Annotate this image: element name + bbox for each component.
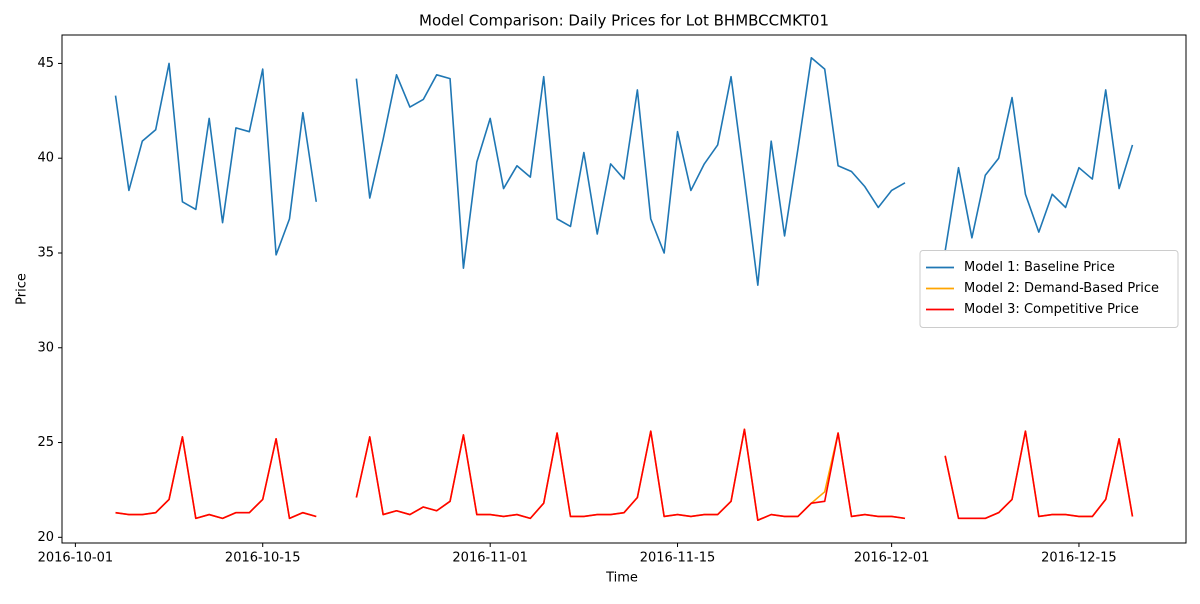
- x-tick-label: 2016-10-15: [225, 551, 301, 566]
- x-tick-label: 2016-10-01: [38, 551, 114, 566]
- x-tick-label: 2016-12-01: [854, 551, 930, 566]
- series-line: [115, 428, 1134, 522]
- y-tick-label: 30: [37, 340, 54, 355]
- y-tick-label: 20: [37, 530, 54, 545]
- y-tick-label: 25: [37, 435, 54, 450]
- series-line: [114, 56, 1134, 287]
- legend-label: Model 1: Baseline Price: [964, 260, 1115, 275]
- legend-box: [919, 250, 1179, 328]
- plot-frame: [61, 34, 1187, 544]
- y-axis-label: Price: [15, 273, 30, 305]
- x-tick-label: 2016-11-15: [640, 551, 716, 566]
- y-tick-label: 45: [37, 56, 54, 71]
- y-tick-label: 40: [37, 151, 54, 166]
- chart-title: Model Comparison: Daily Prices for Lot B…: [419, 12, 829, 30]
- x-tick-label: 2016-11-01: [452, 551, 528, 566]
- y-tick-label: 35: [37, 245, 54, 260]
- legend-label: Model 3: Competitive Price: [964, 302, 1139, 317]
- legend-label: Model 2: Demand-Based Price: [964, 281, 1159, 296]
- x-tick-label: 2016-12-15: [1041, 551, 1117, 566]
- x-axis-label: Time: [605, 571, 638, 586]
